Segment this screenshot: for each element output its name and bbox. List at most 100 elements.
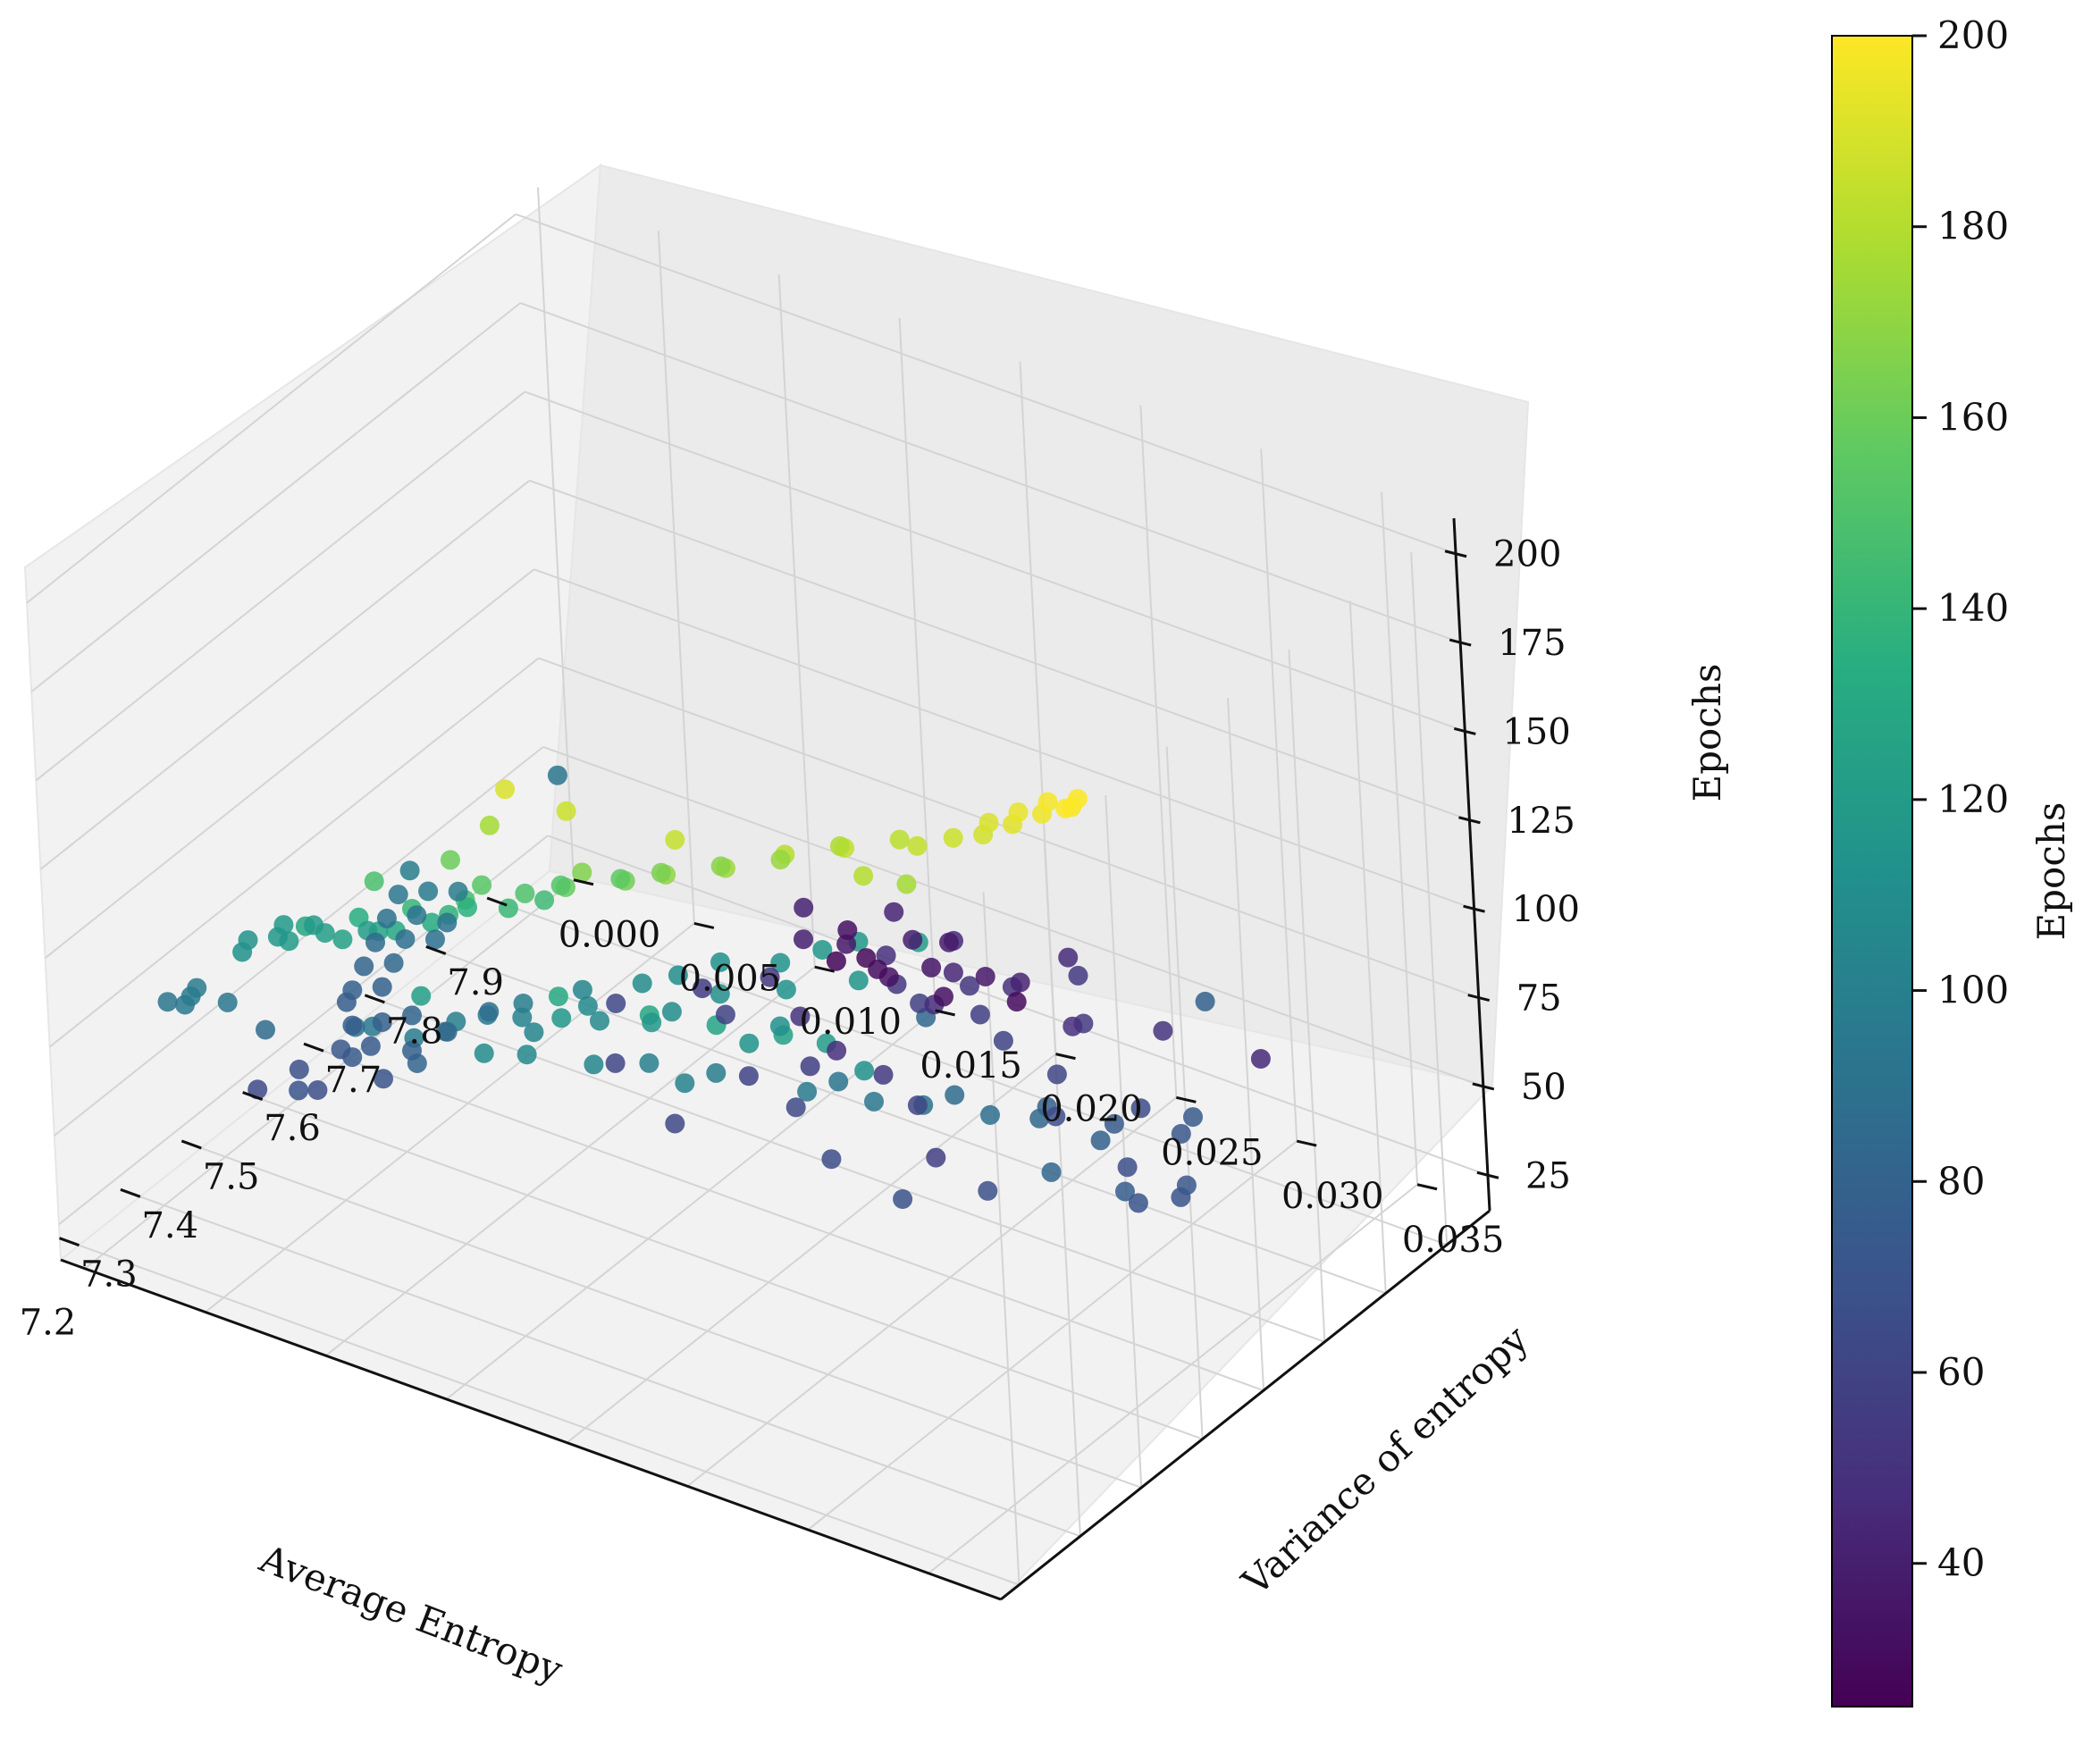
data-point: [441, 850, 460, 870]
data-point: [524, 1022, 544, 1043]
x-tick: [486, 896, 508, 907]
data-point: [893, 1189, 913, 1209]
data-point: [307, 1080, 328, 1100]
y-tick-label: 0.030: [1281, 1176, 1384, 1217]
data-point: [889, 829, 910, 850]
x-tick-label: 7.6: [264, 1108, 321, 1149]
data-point: [1008, 802, 1029, 823]
grid-line-x: [1227, 698, 1265, 1391]
data-point: [399, 860, 420, 881]
data-point: [943, 827, 963, 848]
data-point: [978, 1180, 998, 1201]
z-tick-label: 150: [1502, 711, 1570, 752]
z-tick-label: 175: [1498, 623, 1566, 664]
grid-line-x: [79, 1244, 1020, 1586]
grid-line-y: [657, 231, 695, 924]
grid-line-z: [524, 390, 1466, 733]
data-point: [827, 1040, 847, 1061]
data-point: [1006, 992, 1027, 1012]
z-tick: [1444, 550, 1467, 558]
y-axis-title: Variance of entropy: [1233, 1317, 1537, 1605]
data-point: [826, 951, 846, 971]
y-tick: [693, 921, 715, 929]
grid-line-x: [139, 1196, 1081, 1538]
z-tick: [1467, 994, 1491, 1002]
data-point: [975, 967, 995, 986]
data-point: [376, 908, 397, 928]
z-axis-line: [1452, 517, 1491, 1212]
data-point: [572, 979, 592, 1000]
data-point: [1058, 947, 1079, 968]
x-tick-label: 7.9: [447, 962, 504, 1003]
data-point: [372, 977, 392, 997]
z-tick-label: 200: [1493, 534, 1561, 575]
data-point: [342, 980, 363, 1001]
data-point: [1068, 965, 1088, 986]
data-point: [921, 957, 942, 978]
data-point: [577, 995, 598, 1016]
colorbar-tick-label: 180: [1937, 205, 2009, 248]
data-point: [395, 929, 416, 949]
y-tick: [1176, 1095, 1197, 1103]
y-tick-label: 0.035: [1402, 1220, 1505, 1261]
data-point: [1046, 1064, 1067, 1085]
z-tick: [1472, 1082, 1495, 1091]
data-point: [1195, 991, 1215, 1011]
grid-line-z: [533, 568, 1474, 910]
data-point: [854, 1061, 875, 1081]
y-tick: [814, 965, 836, 973]
y-axis-line: [1000, 1209, 1491, 1601]
data-point: [632, 973, 652, 994]
data-point: [1046, 1106, 1066, 1127]
data-point: [1117, 1157, 1138, 1178]
colorbar-tick-label: 80: [1937, 1159, 1985, 1203]
grid-line-y: [84, 878, 575, 1270]
data-points: [157, 765, 1271, 1213]
data-point: [550, 875, 571, 895]
data-point: [407, 905, 427, 926]
data-point: [365, 932, 385, 952]
data-point: [332, 929, 353, 950]
data-point: [848, 970, 869, 991]
data-point: [776, 979, 796, 1000]
grid-line-y: [205, 922, 695, 1313]
data-point: [498, 898, 518, 919]
data-point: [479, 1002, 500, 1022]
data-point: [943, 962, 963, 983]
data-point: [437, 1021, 458, 1042]
data-point: [402, 1005, 422, 1026]
data-point: [668, 965, 688, 986]
data-point: [651, 862, 671, 883]
y-tick: [935, 1009, 955, 1017]
x-tick-label: 7.2: [20, 1303, 77, 1344]
data-point: [675, 1073, 695, 1094]
data-point: [821, 1149, 842, 1170]
data-point: [383, 952, 404, 973]
y-tick-label: 0.005: [679, 958, 782, 999]
grid-line-z: [519, 302, 1461, 644]
grid-line-x: [1288, 649, 1326, 1342]
grid-line-y: [686, 1096, 1177, 1488]
data-point: [1176, 1175, 1197, 1196]
data-point: [910, 993, 930, 1013]
data-point: [980, 1104, 1000, 1125]
data-point: [304, 915, 323, 936]
data-point: [1153, 1020, 1173, 1041]
data-point: [907, 835, 928, 856]
data-point: [422, 912, 442, 933]
data-point: [1183, 1107, 1203, 1128]
data-point: [479, 815, 500, 835]
colorbar-tick-label: 200: [1937, 13, 2009, 57]
data-point: [513, 994, 533, 1013]
data-point: [289, 1059, 309, 1079]
x-tick: [120, 1187, 141, 1198]
data-point: [864, 1091, 884, 1112]
data-point: [425, 929, 445, 950]
data-point: [517, 1045, 537, 1065]
grid-line-y: [1260, 448, 1298, 1142]
x-tick-label: 7.5: [203, 1157, 260, 1198]
data-point: [248, 1079, 268, 1100]
y-tick-label: 0.020: [1040, 1089, 1143, 1130]
data-point: [1250, 1049, 1271, 1069]
